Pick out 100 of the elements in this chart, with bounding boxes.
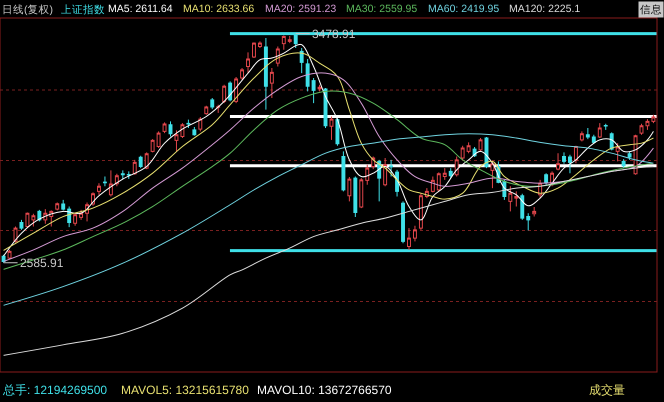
text: MA120: 2225.1 [509,3,580,15]
candlestick [168,120,172,138]
candlestick [14,226,18,243]
candlestick [604,123,608,130]
text: MAVOL5: 13215615780 [121,383,250,397]
candlestick [79,209,84,220]
candlestick [628,150,632,160]
text: MAVOL10: 13672766570 [257,383,392,397]
candlestick [150,138,155,153]
candlestick [222,84,226,104]
candlestick [61,199,66,211]
candlestick [25,212,30,229]
candlestick [401,200,405,244]
candlestick [544,172,548,186]
text: MA60: 2419.95 [428,3,500,15]
text: MA30: 2559.95 [346,3,418,15]
candlestick [412,225,417,242]
candlestick [622,158,626,169]
candlestick [288,35,292,44]
candlestick [556,152,560,171]
candlestick [526,212,530,231]
candlestick [37,209,42,222]
candlestick [192,126,196,136]
candlestick [532,206,536,218]
chart-subtitle: 上证指数 [61,3,105,16]
candlestick [580,130,584,142]
candlestick [418,192,423,230]
candlestick [258,40,262,49]
candlestick [484,136,488,169]
candlestick [270,68,274,99]
candlestick [306,58,310,92]
candlestick [156,130,161,149]
candlestick [180,122,184,139]
candlestick [407,228,411,250]
candlestick [598,122,602,139]
candlestick [174,130,178,152]
candlestick [126,170,131,180]
candlestick [616,142,620,162]
candlestick [359,178,364,209]
candlestick [97,182,101,196]
candlestick [592,134,596,144]
candlestick [490,160,494,189]
candlestick [216,104,220,114]
candlestick [186,119,190,129]
candlestick [20,219,24,230]
candlestick [436,172,441,192]
text: 信息 [640,3,662,16]
candlestick [353,176,358,218]
candlestick [312,78,316,104]
candlestick [466,142,471,154]
candlestick [508,186,512,212]
candlestick [341,150,346,192]
candlestick [383,158,388,187]
candlestick [347,176,352,202]
candlestick [300,48,304,74]
candlestick [330,116,334,140]
candlestick [264,38,268,110]
candlestick [240,68,244,80]
candlestick [514,190,518,208]
candlestick [138,155,143,169]
candlestick [562,152,566,164]
annotation: 3478.91 [312,27,356,41]
candlestick [478,138,482,152]
candlestick [246,52,250,74]
candlestick [586,128,590,140]
candlestick [646,118,650,130]
annotation: 2585.91 [20,256,64,270]
candlestick [108,170,113,198]
candlestick [102,176,107,187]
candlestick [198,116,202,132]
chart-title: 日线(复权) [2,3,53,16]
candlestick [389,159,394,178]
candlestick [460,145,465,160]
candlestick [651,114,656,124]
candlestick [210,98,214,110]
candlestick [335,118,340,146]
candlestick [640,123,644,136]
candlestick [282,34,286,50]
candlestick [568,154,572,174]
candlestick [442,168,447,180]
text: 成交量 [589,383,625,397]
candlestick [318,84,322,92]
candlestick [120,170,125,180]
text: MA10: 2633.66 [183,3,254,15]
candlestick [228,80,232,102]
candlestick [324,88,328,129]
text: MA5: 2611.64 [108,3,173,15]
candlestick [454,156,459,178]
candlestick [162,122,167,134]
candlestick [144,152,149,170]
text: MA20: 2591.23 [265,3,336,15]
candlestick [31,213,36,228]
candlestick [395,169,400,198]
text: 总手: 12194269500 [2,383,108,397]
candlestick [252,42,256,59]
candlestick [73,212,78,226]
candlestick [114,173,119,187]
candlestick [8,249,12,260]
candlestick [448,168,453,179]
candlestick [55,202,60,211]
